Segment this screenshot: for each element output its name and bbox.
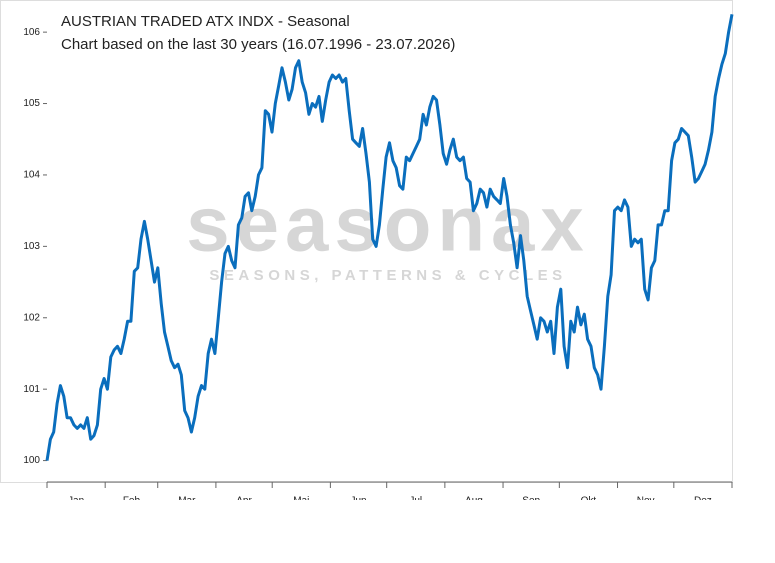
y-tick-label: 100 — [23, 455, 40, 466]
x-tick-label: Jan — [68, 496, 84, 507]
plot-frame — [0, 0, 733, 483]
x-tick-label: Dez — [694, 496, 712, 507]
y-tick-label: 106 — [23, 27, 40, 38]
x-labels: Jan Feb Mar Apr Mai Jun Jul Aug Sep Okt Nov Dez — [68, 496, 712, 507]
x-tick-label: Sep — [522, 496, 540, 507]
x-tick-label: Mai — [293, 496, 309, 507]
line — [45, 14, 734, 461]
watermark-tagline: SEASONS, PATTERNS & CYCLES — [209, 267, 566, 284]
chart-title: AUSTRIAN TRADED ATX INDX - Seasonal — [61, 13, 350, 30]
x-tick-label: Aug — [465, 496, 483, 507]
x-tick-label: Nov — [637, 496, 655, 507]
y-tick-label: 101 — [23, 384, 40, 395]
x-tick-label: Feb — [123, 496, 141, 507]
y-tick-label: 104 — [23, 170, 40, 181]
x-tick-label: Mar — [178, 496, 196, 507]
x-tick-label: Okt — [581, 496, 597, 507]
x-tick-label: Apr — [236, 496, 252, 507]
x-tick-label: Jul — [409, 496, 422, 507]
y-tick-label: 105 — [23, 98, 40, 109]
x-tick-label: Jun — [350, 496, 366, 507]
y-tick-label: 103 — [23, 241, 40, 252]
chart-subtitle: Chart based on the last 30 years (16.07.… — [61, 36, 455, 53]
y-tick-label: 102 — [23, 312, 40, 323]
